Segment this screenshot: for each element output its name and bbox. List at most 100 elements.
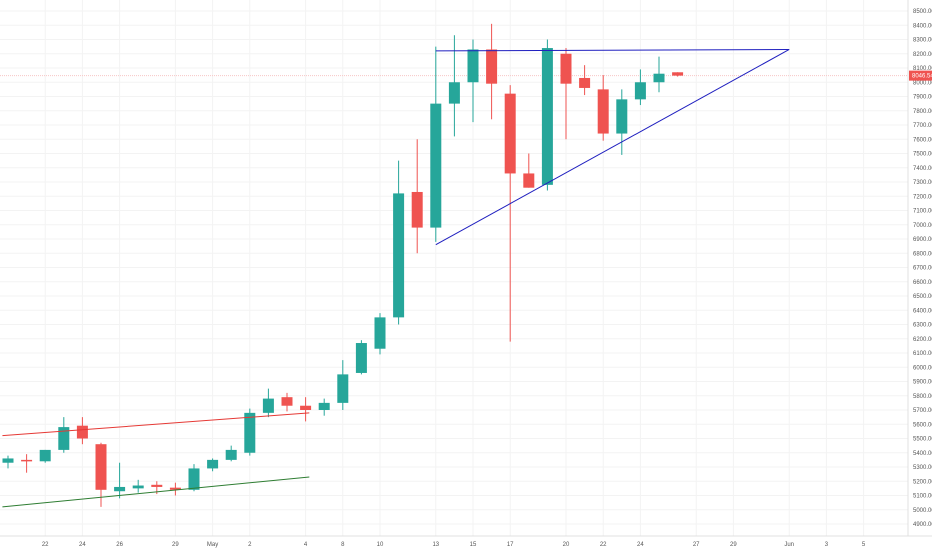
y-tick-label: 5800.00: [913, 394, 932, 400]
candle-body: [393, 193, 405, 318]
x-axis-ticks[interactable]: 22 24 26 29 May 2 4 8 10 13 15 17 20 22 24 27 29 Jun 3 5: [42, 542, 866, 548]
candle: [597, 75, 609, 141]
y-tick-label: 7400.00: [913, 166, 932, 172]
y-tick-label: 6200.00: [913, 337, 932, 343]
candle: [486, 23, 498, 120]
candle-body: [281, 397, 293, 406]
candle: [300, 397, 312, 422]
candle-body: [132, 485, 144, 489]
y-tick-label: 6700.00: [913, 266, 932, 272]
candle: [523, 153, 535, 188]
candle-body: [244, 412, 256, 453]
candle: [188, 464, 200, 492]
y-tick-label: 5600.00: [913, 422, 932, 428]
candle: [132, 479, 144, 493]
x-tick-label: 8: [341, 542, 345, 548]
y-tick-label: 8400.00: [913, 23, 932, 29]
candle-body: [262, 398, 274, 413]
candle: [207, 458, 219, 472]
y-tick-label: 5500.00: [913, 437, 932, 443]
candle: [448, 35, 460, 137]
trendlines[interactable]: [2, 48, 790, 508]
y-tick-label: 7800.00: [913, 109, 932, 115]
candle-body: [411, 191, 423, 228]
candle: [616, 89, 628, 155]
x-tick-label: 2: [248, 542, 252, 548]
candle-body: [2, 458, 14, 463]
candle: [262, 388, 274, 418]
candle-body: [318, 402, 330, 410]
y-tick-label: 5900.00: [913, 380, 932, 386]
y-tick-label: 7700.00: [913, 123, 932, 129]
candle: [58, 417, 70, 453]
x-tick-label: 24: [637, 542, 644, 548]
y-tick-label: 8500.00: [913, 9, 932, 15]
y-tick-label: 4900.00: [913, 522, 932, 528]
y-tick-label: 6800.00: [913, 251, 932, 257]
y-tick-label: 7100.00: [913, 209, 932, 215]
x-tick-label: 13: [432, 542, 439, 548]
trendline-green[interactable]: [2, 476, 310, 508]
y-tick-label: 6500.00: [913, 294, 932, 300]
candle: [76, 417, 88, 445]
trendline-red[interactable]: [2, 412, 310, 437]
candle: [411, 139, 423, 254]
y-tick-label: 8300.00: [913, 38, 932, 44]
candle-body: [448, 82, 460, 104]
y-tick-label: 6600.00: [913, 280, 932, 286]
y-tick-label: 6100.00: [913, 351, 932, 357]
y-tick-label: 5000.00: [913, 508, 932, 514]
y-tick-label: 7000.00: [913, 223, 932, 229]
candle: [281, 392, 293, 412]
candle: [430, 46, 442, 242]
trendline-blue-bottom[interactable]: [435, 49, 790, 246]
candle-body: [39, 449, 51, 462]
candle: [467, 39, 479, 123]
x-tick-label: 26: [116, 542, 123, 548]
candle-body: [151, 484, 163, 487]
candle-body: [225, 449, 237, 460]
x-tick-label: 3: [825, 542, 829, 548]
candle: [541, 39, 553, 191]
x-tick-label: 4: [304, 542, 308, 548]
candle-body: [300, 405, 312, 410]
y-tick-label: 5100.00: [913, 494, 932, 500]
candles: [2, 23, 684, 507]
y-tick-label: 5700.00: [913, 408, 932, 414]
x-tick-label: 17: [507, 542, 514, 548]
candle-body: [634, 82, 646, 100]
x-tick-label: 24: [79, 542, 86, 548]
candle-body: [504, 93, 516, 174]
current-price-label: 8046.54: [909, 70, 932, 81]
current-price-text: 8046.54: [912, 74, 932, 80]
candle-body: [486, 49, 498, 84]
candle: [169, 482, 181, 496]
y-tick-label: 6300.00: [913, 323, 932, 329]
trendline-blue-top[interactable]: [435, 48, 790, 52]
y-tick-label: 7900.00: [913, 95, 932, 101]
x-tick-label: May: [207, 542, 218, 548]
candle: [2, 455, 14, 469]
candle-body: [672, 72, 684, 76]
x-tick-label: Jun: [784, 542, 794, 548]
candle-body: [207, 459, 219, 469]
candle: [560, 48, 572, 140]
candle-body: [114, 486, 126, 492]
candle: [672, 72, 684, 77]
candle: [244, 408, 256, 456]
candle-body: [430, 103, 442, 228]
candle-body: [653, 73, 665, 83]
candle-body: [337, 374, 349, 403]
y-axis-ticks[interactable]: 8500.00 8400.00 8300.00 8200.00 8100.00 8000.…: [913, 9, 932, 528]
y-tick-label: 5200.00: [913, 479, 932, 485]
y-tick-label: 8000.00: [913, 80, 932, 86]
y-tick-label: 7600.00: [913, 137, 932, 143]
candle: [653, 56, 665, 93]
x-tick-label: 29: [730, 542, 737, 548]
y-tick-label: 6000.00: [913, 365, 932, 371]
y-tick-label: 5300.00: [913, 465, 932, 471]
candle: [374, 313, 386, 355]
candle-body: [541, 48, 553, 185]
candle-body: [76, 425, 88, 439]
grid: [0, 0, 908, 536]
